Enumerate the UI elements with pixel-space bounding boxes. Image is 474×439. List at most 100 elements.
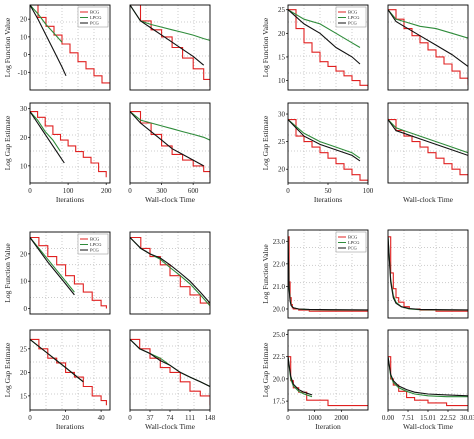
x-tick-label: 300 (156, 187, 167, 195)
y-axis-label: Log Gap Estimate (3, 342, 12, 397)
series-line-lpcg (30, 111, 61, 152)
series-line-pcg (388, 356, 468, 397)
x-tick-label: 0 (28, 187, 32, 195)
series-line-lpcg (388, 119, 468, 154)
plot-frame (287, 329, 369, 411)
series-line-bcg (388, 236, 468, 312)
x-axis-label: Iterations (314, 195, 342, 204)
x-tick-label: 2000 (334, 414, 349, 422)
series-line-lpcg (288, 9, 361, 48)
grid (388, 103, 468, 183)
y-tick-label: 20.0 (273, 375, 286, 383)
panel-6 (387, 4, 469, 91)
x-axis-label: Wall-clock Time (403, 195, 454, 204)
x-tick-label: 100 (63, 187, 74, 195)
y-tick-label: 21.0 (273, 283, 286, 291)
plot-frame (387, 329, 469, 411)
y-tick-label: -10 (18, 69, 28, 77)
y-tick-label: 20 (20, 134, 28, 142)
y-tick-label: 20 (20, 250, 28, 258)
x-tick-label: 40 (98, 414, 106, 422)
series-line-pcg (388, 119, 468, 156)
series-line-pcg (388, 236, 468, 311)
panel-10 (129, 231, 211, 315)
series-line-pcg (288, 356, 313, 396)
plot-frame (29, 102, 111, 184)
series-line-pcg (30, 111, 65, 164)
y-tick-label: 10 (20, 33, 28, 41)
y-tick-label: 25 (20, 345, 28, 353)
x-axis-label: Wall-clock Time (403, 422, 454, 431)
grid (288, 330, 368, 410)
y-tick-label: 17.5 (273, 398, 286, 406)
series-line-bcg (30, 111, 107, 178)
series-line-lpcg (30, 5, 63, 43)
legend-label: BCG (90, 237, 100, 242)
series-line-pcg (288, 9, 361, 65)
x-tick-label: 0 (286, 187, 290, 195)
x-tick-label: 1000 (308, 414, 323, 422)
legend-label: PCG (348, 21, 358, 26)
series-line-lpcg (388, 356, 468, 398)
y-tick-label: 0 (24, 305, 28, 313)
grid (130, 5, 210, 90)
plot-frame (29, 4, 111, 91)
grid (388, 330, 468, 410)
grid (288, 103, 368, 183)
series-line-lpcg (288, 119, 361, 159)
legend-label: PCG (90, 21, 100, 26)
y-tick-label: 22.5 (273, 353, 286, 361)
x-tick-label: 20 (62, 414, 70, 422)
series-line-bcg (130, 338, 210, 406)
y-tick-label: 25 (278, 6, 286, 14)
x-tick-label: 30.03 (460, 414, 474, 422)
x-tick-label: 0.00 (382, 414, 395, 422)
y-tick-label: 20 (278, 166, 286, 174)
plot-frame (387, 4, 469, 91)
y-axis-label: Log Function Value (3, 17, 12, 77)
y-axis-label: Log Gap Estimate (3, 115, 12, 170)
y-tick-label: 22.0 (273, 260, 286, 268)
panel-3: 10 20 30 0 100 200 Log Gap Estimate Iterations (3, 102, 112, 204)
legend-label: BCG (90, 10, 100, 15)
series-line-lpcg (388, 9, 468, 39)
series-line-lpcg (30, 237, 75, 293)
y-tick-label: 25 (278, 138, 286, 146)
series-line-bcg (30, 236, 107, 309)
plot-frame (129, 231, 211, 315)
plot-frame (287, 102, 369, 184)
series-line-bcg (130, 5, 210, 87)
series-line-bcg (130, 111, 210, 178)
grid (130, 103, 210, 183)
x-axis-label: Iterations (56, 195, 84, 204)
x-tick-label: 22.52 (440, 414, 456, 422)
series-line-bcg (30, 5, 110, 89)
y-tick-label: 30 (20, 105, 28, 113)
grid (388, 230, 468, 318)
y-axis-label: Log Gap Estimate (261, 115, 270, 170)
x-axis-label: Wall-clock Time (145, 422, 196, 431)
series-line-pcg (388, 9, 468, 67)
y-tick-label: 10 (278, 77, 286, 85)
panel-15: 17.5 20.0 22.5 25.0 0 1000 2000 Log Gap Estimat… (261, 329, 369, 431)
y-tick-label: 20 (20, 16, 28, 24)
panel-16: 0.00 7.51 15.01 22.52 30.03 Wall-clock Time (382, 329, 474, 431)
x-tick-label: 37 (147, 414, 155, 422)
series-line-pcg (130, 237, 210, 304)
y-tick-label: 15 (278, 53, 286, 61)
x-tick-label: 0 (128, 187, 132, 195)
y-tick-label: 30 (278, 111, 286, 119)
x-tick-label: 74 (167, 414, 175, 422)
plot-frame (129, 102, 211, 184)
plot-frame (287, 4, 369, 91)
plot-frame (29, 231, 111, 315)
y-tick-label: 25.0 (273, 331, 286, 339)
